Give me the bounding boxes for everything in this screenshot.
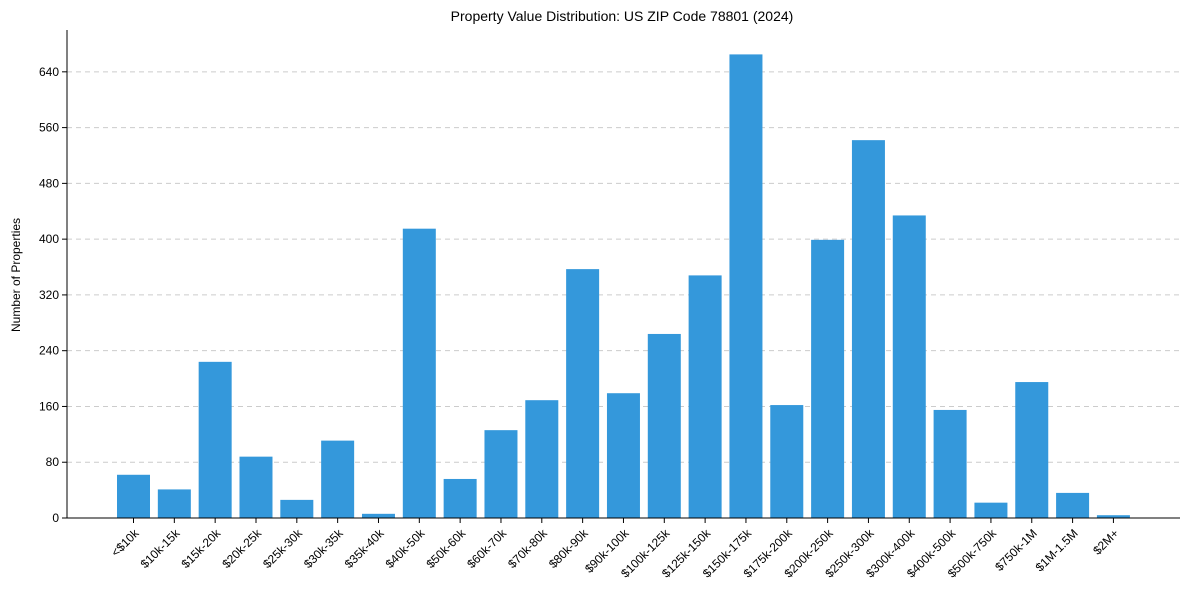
y-tick-label: 320	[39, 288, 59, 302]
x-tick-label: $10k-15k	[138, 526, 184, 572]
bar	[851, 140, 885, 519]
bar	[239, 456, 273, 518]
x-tick-label: $15k-20k	[178, 526, 224, 572]
bar	[606, 393, 640, 518]
x-tick-label: $1M-1.5M	[1033, 526, 1081, 574]
x-tick-label: $35k-40k	[342, 526, 388, 572]
bar	[688, 275, 722, 518]
bar	[1096, 515, 1130, 518]
bar	[361, 513, 395, 518]
y-tick-label: 240	[39, 344, 59, 358]
x-tick-label: $60k-70k	[464, 526, 510, 572]
y-ticks: 0 80 160 240 320 400 480 560 640	[39, 65, 67, 525]
bar	[525, 400, 559, 518]
bar	[1056, 492, 1090, 518]
x-tick-label: <$10k	[108, 526, 142, 560]
bar	[280, 499, 314, 518]
bar	[566, 269, 600, 518]
bar	[811, 239, 845, 518]
grid-lines	[67, 71, 1180, 463]
x-tick-label: $50k-60k	[423, 526, 469, 572]
bar	[647, 333, 681, 518]
bar	[321, 440, 355, 518]
bar	[443, 478, 477, 518]
bar	[933, 409, 967, 518]
x-tick-label: $40k-50k	[383, 526, 429, 572]
bar	[157, 489, 191, 518]
bar	[892, 215, 926, 518]
y-axis-label: Number of Properties	[9, 218, 23, 332]
y-tick-label: 560	[39, 121, 59, 135]
bar	[974, 502, 1008, 518]
x-tick-label: $2M+	[1090, 526, 1121, 557]
y-tick-label: 400	[39, 232, 59, 246]
x-tick-label: $20k-25k	[219, 526, 265, 572]
x-tick-label: $30k-35k	[301, 526, 347, 572]
bar	[770, 405, 804, 518]
y-tick-label: 480	[39, 176, 59, 190]
bar	[1015, 382, 1049, 518]
bar	[402, 228, 436, 518]
y-tick-label: 640	[39, 65, 59, 79]
bars	[117, 54, 1130, 519]
bar	[198, 361, 232, 518]
chart-title: Property Value Distribution: US ZIP Code…	[451, 8, 794, 24]
y-tick-label: 0	[52, 511, 59, 525]
y-tick-label: 160	[39, 399, 59, 413]
x-tick-label: $750k-1M	[992, 526, 1040, 574]
bar	[484, 430, 518, 518]
x-tick-label: $25k-30k	[260, 526, 306, 572]
bar	[117, 474, 150, 518]
bar	[729, 54, 763, 519]
y-tick-label: 80	[46, 455, 60, 469]
x-ticks: <$10k$10k-15k$15k-20k$20k-25k$25k-30k$30…	[108, 518, 1122, 580]
x-tick-label: $70k-80k	[505, 526, 551, 572]
